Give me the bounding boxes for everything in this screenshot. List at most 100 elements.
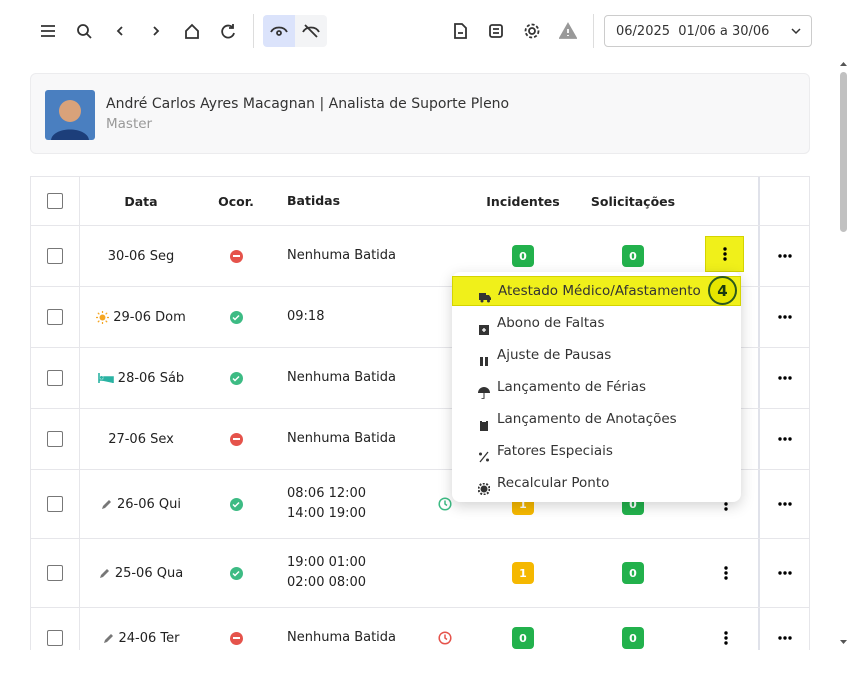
scrollbar-graphic: [840, 62, 847, 644]
punches: Nenhuma Batida: [287, 248, 397, 263]
status-icon: [229, 371, 243, 385]
divider: [253, 14, 254, 48]
context-menu: Atestado Médico/Afastamento Abono de Falt…: [452, 272, 741, 502]
alert-button[interactable]: [554, 17, 582, 45]
menu-item[interactable]: Atestado Médico/Afastamento: [452, 276, 741, 306]
clock-cell: [427, 608, 463, 650]
kebab-cell: [683, 539, 760, 607]
status-icon: [229, 310, 243, 324]
table-row: 27-06 Sex Nenhuma Batida: [31, 409, 809, 470]
checkbox[interactable]: [47, 248, 63, 264]
status-cell: [202, 539, 270, 607]
header-row: Data Ocor. Batidas Incidentes Solicitaçõ…: [31, 177, 809, 226]
date-cell: 28-06 Sáb: [80, 348, 202, 408]
punches: Nenhuma Batida: [287, 370, 397, 385]
status-icon: [229, 631, 243, 645]
date: 29-06 Dom: [113, 309, 186, 325]
hide-button[interactable]: [295, 15, 327, 47]
menu-label: Lançamento de Anotações: [497, 411, 677, 427]
period-select[interactable]: 06/2025 01/06 a 30/06: [604, 15, 812, 47]
date: 24-06 Ter: [118, 630, 180, 646]
day-icon: [96, 310, 110, 324]
date-cell: 26-06 Qui: [80, 470, 202, 538]
scrollbar[interactable]: [838, 58, 849, 650]
more[interactable]: [777, 571, 792, 575]
kebab[interactable]: [723, 631, 728, 645]
date-cell: 29-06 Dom: [80, 287, 202, 347]
menu-item[interactable]: Recalcular Ponto: [452, 468, 741, 498]
punches: 08:06 12:00 14:00 19:00: [287, 486, 367, 521]
home-button[interactable]: [178, 17, 206, 45]
menu-item[interactable]: Lançamento de Férias: [452, 372, 741, 402]
more[interactable]: [777, 502, 792, 506]
status-cell: [202, 608, 270, 650]
prev-button[interactable]: [106, 17, 134, 45]
incidents-badge: 0: [512, 245, 534, 267]
incidents-badge: 1: [512, 562, 534, 584]
more[interactable]: [777, 437, 792, 441]
table-row: 24-06 Ter Nenhuma Batida 0 0: [31, 608, 809, 650]
period-text: 06/2025 01/06 a 30/06: [616, 23, 770, 39]
cell: [31, 409, 80, 469]
more[interactable]: [777, 315, 792, 319]
cell: [31, 470, 80, 538]
checkbox[interactable]: [47, 565, 63, 581]
menu-label: Ajuste de Pausas: [497, 347, 612, 363]
requests-cell: 0: [583, 226, 683, 286]
table-row: 29-06 Dom 09:18: [31, 287, 809, 348]
cell: [31, 348, 80, 408]
kebab[interactable]: [723, 566, 728, 580]
more[interactable]: [777, 254, 792, 258]
step-badge: 4: [708, 276, 737, 305]
checkbox[interactable]: [47, 630, 63, 646]
more-cell: [760, 409, 809, 469]
table-row: 28-06 Sáb Nenhuma Batida: [31, 348, 809, 409]
status-cell: [202, 287, 270, 347]
date: 28-06 Sáb: [117, 370, 185, 386]
header: Batidas: [287, 193, 341, 208]
checkbox[interactable]: [47, 370, 63, 386]
clock-icon: [438, 631, 452, 645]
status-cell: [202, 470, 270, 538]
checkbox[interactable]: [47, 193, 63, 209]
table-row: 30-06 Seg Nenhuma Batida 0 0: [31, 226, 809, 287]
punches: 19:00 01:00 02:00 08:00: [287, 555, 367, 590]
kebab-cell: [683, 287, 760, 347]
menu-item[interactable]: Abono de Faltas: [452, 308, 741, 338]
kebab-cell: [683, 608, 760, 650]
more[interactable]: [777, 376, 792, 380]
user-name: André Carlos Ayres Macagnan | Analista d…: [106, 96, 510, 112]
more-cell: [760, 348, 809, 408]
incidents-cell: 1: [463, 539, 583, 607]
report-button[interactable]: [446, 17, 474, 45]
row-actions-highlight[interactable]: [705, 236, 744, 272]
menu-button[interactable]: [34, 17, 62, 45]
more-cell: [760, 226, 809, 286]
cell: [31, 287, 80, 347]
calc-button[interactable]: [482, 17, 510, 45]
clock-icon: [438, 497, 452, 511]
checkbox[interactable]: [47, 431, 63, 447]
menu-item[interactable]: Fatores Especiais: [452, 436, 741, 466]
more[interactable]: [777, 636, 792, 640]
requests-badge: 0: [622, 627, 644, 649]
settings-button[interactable]: [518, 17, 546, 45]
checkbox[interactable]: [47, 496, 63, 512]
menu-item[interactable]: Ajuste de Pausas: [452, 340, 741, 370]
search-button[interactable]: [70, 17, 98, 45]
chevron: [791, 28, 801, 35]
show-button[interactable]: [263, 15, 295, 47]
status-cell: [202, 226, 270, 286]
kebab-cell: [683, 409, 760, 469]
clock-cell: [427, 539, 463, 607]
clock-cell: [427, 470, 463, 538]
menu-item[interactable]: Lançamento de Anotações: [452, 404, 741, 434]
date: 26-06 Qui: [117, 496, 181, 512]
date-cell: 24-06 Ter: [80, 608, 202, 650]
menu-label: Fatores Especiais: [497, 443, 613, 459]
user-card: André Carlos Ayres Macagnan | Analista d…: [30, 73, 810, 154]
checkbox[interactable]: [47, 309, 63, 325]
next-button[interactable]: [142, 17, 170, 45]
refresh-button[interactable]: [214, 17, 242, 45]
